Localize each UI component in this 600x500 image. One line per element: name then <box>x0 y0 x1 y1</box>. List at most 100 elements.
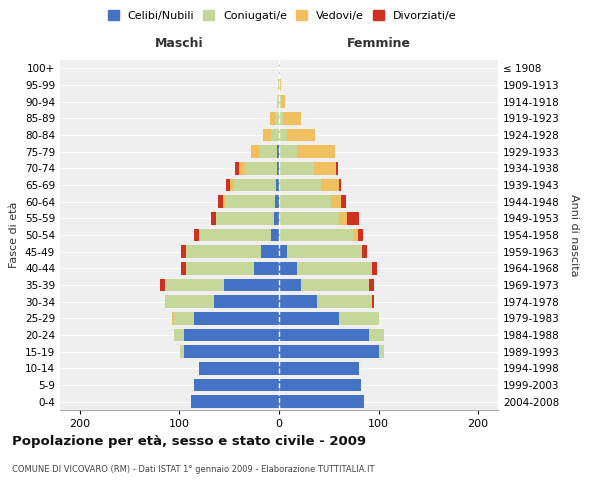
Bar <box>172 312 175 324</box>
Bar <box>279 162 314 174</box>
Bar <box>279 396 364 408</box>
Bar <box>275 112 279 124</box>
Bar <box>277 96 279 108</box>
Bar <box>336 162 338 174</box>
Text: Popolazione per età, sesso e stato civile - 2009: Popolazione per età, sesso e stato civil… <box>12 435 366 448</box>
Bar <box>239 162 245 174</box>
Bar <box>279 229 353 241</box>
Bar <box>279 362 359 374</box>
Bar <box>199 362 279 374</box>
Bar <box>279 346 379 358</box>
Bar <box>279 329 368 341</box>
Bar <box>164 296 214 308</box>
Bar <box>280 79 281 92</box>
Bar <box>279 79 280 92</box>
Bar <box>279 279 301 291</box>
Bar <box>191 396 279 408</box>
Bar <box>347 212 359 224</box>
Bar <box>279 62 280 74</box>
Bar <box>235 162 239 174</box>
Text: Maschi: Maschi <box>155 37 204 50</box>
Bar <box>277 162 279 174</box>
Y-axis label: Anni di nascita: Anni di nascita <box>569 194 579 276</box>
Bar <box>281 96 285 108</box>
Bar <box>371 262 377 274</box>
Bar <box>331 196 341 208</box>
Bar <box>223 196 225 208</box>
Bar <box>234 179 276 192</box>
Bar <box>279 146 297 158</box>
Bar <box>317 296 371 308</box>
Bar <box>362 246 367 258</box>
Bar <box>276 179 279 192</box>
Bar <box>358 229 362 241</box>
Bar <box>287 129 315 141</box>
Bar <box>261 246 279 258</box>
Bar <box>211 212 216 224</box>
Bar <box>160 279 164 291</box>
Bar <box>274 212 279 224</box>
Bar <box>251 146 259 158</box>
Bar <box>339 212 347 224</box>
Bar <box>184 346 279 358</box>
Bar <box>379 346 383 358</box>
Bar <box>287 246 362 258</box>
Text: COMUNE DI VICOVARO (RM) - Dati ISTAT 1° gennaio 2009 - Elaborazione TUTTITALIA.I: COMUNE DI VICOVARO (RM) - Dati ISTAT 1° … <box>12 465 374 474</box>
Bar <box>230 179 234 192</box>
Bar <box>301 279 368 291</box>
Bar <box>371 296 374 308</box>
Bar <box>187 262 254 274</box>
Bar <box>245 162 277 174</box>
Bar <box>279 379 361 391</box>
Bar <box>199 229 271 241</box>
Bar <box>226 179 230 192</box>
Bar <box>279 312 339 324</box>
Bar <box>181 262 187 274</box>
Bar <box>181 346 184 358</box>
Bar <box>283 112 301 124</box>
Bar <box>279 262 297 274</box>
Bar <box>224 279 279 291</box>
Bar <box>279 129 287 141</box>
Bar <box>275 196 279 208</box>
Bar <box>341 196 346 208</box>
Bar <box>187 246 261 258</box>
Bar <box>175 312 194 324</box>
Bar <box>263 129 271 141</box>
Bar <box>214 296 279 308</box>
Bar <box>259 146 277 158</box>
Bar <box>279 96 281 108</box>
Bar <box>175 329 184 341</box>
Bar <box>194 229 199 241</box>
Bar <box>164 279 224 291</box>
Bar <box>271 229 279 241</box>
Bar <box>184 329 279 341</box>
Bar <box>218 196 223 208</box>
Y-axis label: Fasce di età: Fasce di età <box>10 202 19 268</box>
Bar <box>279 212 339 224</box>
Bar <box>297 146 335 158</box>
Bar <box>225 196 275 208</box>
Text: Femmine: Femmine <box>347 37 410 50</box>
Bar <box>270 112 275 124</box>
Bar <box>278 79 279 92</box>
Bar <box>216 212 274 224</box>
Legend: Celibi/Nubili, Coniugati/e, Vedovi/e, Divorziati/e: Celibi/Nubili, Coniugati/e, Vedovi/e, Di… <box>106 8 458 23</box>
Bar <box>194 379 279 391</box>
Bar <box>297 262 371 274</box>
Bar <box>271 129 279 141</box>
Bar <box>368 279 374 291</box>
Bar <box>279 112 283 124</box>
Bar <box>353 229 358 241</box>
Bar <box>321 179 339 192</box>
Bar <box>254 262 279 274</box>
Bar <box>181 246 187 258</box>
Bar <box>279 246 287 258</box>
Bar <box>194 312 279 324</box>
Bar <box>279 196 331 208</box>
Bar <box>314 162 336 174</box>
Bar <box>339 312 379 324</box>
Bar <box>279 179 321 192</box>
Bar <box>279 296 317 308</box>
Bar <box>339 179 341 192</box>
